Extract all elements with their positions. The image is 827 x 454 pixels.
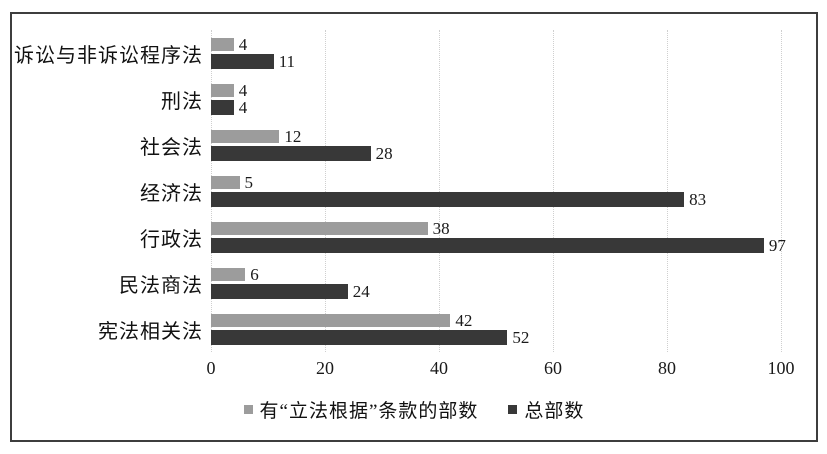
bar-value-label: 38 <box>432 219 450 238</box>
category-label: 宪法相关法 <box>98 320 203 343</box>
bar-value-label: 4 <box>238 81 248 100</box>
bar-secondary <box>211 238 764 253</box>
bar-secondary <box>211 284 348 299</box>
bar-value-label: 24 <box>352 282 370 301</box>
bar-line: 4 <box>211 82 781 99</box>
bar-line: 38 <box>211 220 781 237</box>
bar-value-label: 5 <box>244 173 254 192</box>
legend: 有“立法根据”条款的部数 总部数 <box>12 396 816 423</box>
legend-item: 有“立法根据”条款的部数 <box>243 396 479 423</box>
bar-primary <box>211 84 234 97</box>
x-tick-label: 0 <box>206 358 216 378</box>
bar-group: 4 11 <box>211 36 781 70</box>
bar-line: 24 <box>211 283 781 300</box>
bar-secondary <box>211 54 274 69</box>
legend-label: 总部数 <box>524 401 585 422</box>
x-tick-label: 60 <box>544 358 562 378</box>
category-row: 刑法 4 4 <box>12 76 816 122</box>
category-label: 民法商法 <box>119 274 203 297</box>
legend-marker <box>243 405 253 414</box>
bar-value-label: 4 <box>238 35 248 54</box>
bar-secondary <box>211 100 234 115</box>
bar-group: 38 97 <box>211 220 786 254</box>
bar-primary <box>211 268 246 281</box>
category-row: 诉讼与非诉讼程序法 4 11 <box>12 30 816 76</box>
x-tick-label: 80 <box>658 358 676 378</box>
bar-value-label: 83 <box>689 190 707 209</box>
bar-value-label: 11 <box>278 52 296 71</box>
category-row: 宪法相关法 42 52 <box>12 306 816 352</box>
bar-primary <box>211 222 428 235</box>
bar-secondary <box>211 192 685 207</box>
bar-value-label: 12 <box>284 127 302 146</box>
category-label: 诉讼与非诉讼程序法 <box>14 44 203 67</box>
category-row: 社会法 12 28 <box>12 122 816 168</box>
bar-line: 52 <box>211 329 781 346</box>
legend-marker <box>508 405 518 414</box>
bar-secondary <box>211 146 371 161</box>
bar-group: 6 24 <box>211 266 781 300</box>
x-axis: 0 20 40 60 80 100 <box>207 358 795 380</box>
bar-line: 97 <box>211 237 786 254</box>
category-row: 经济法 5 83 <box>12 168 816 214</box>
bar-primary <box>211 38 234 51</box>
bar-primary <box>211 314 451 327</box>
category-label: 行政法 <box>140 228 203 251</box>
bar-line: 4 <box>211 99 781 116</box>
bar-primary <box>211 130 280 143</box>
x-tick-label: 100 <box>767 358 795 378</box>
bar-line: 83 <box>211 191 781 208</box>
bar-line: 4 <box>211 36 781 53</box>
bar-line: 42 <box>211 312 781 329</box>
bar-value-label: 6 <box>250 265 259 284</box>
x-tick-label: 40 <box>430 358 448 378</box>
bar-line: 5 <box>211 174 781 191</box>
category-rows: 诉讼与非诉讼程序法 4 11 刑法 4 4 社会法 12 28 经济法 5 83 行政法 38 97 民法商法… <box>12 30 816 352</box>
bar-primary <box>211 176 240 189</box>
category-row: 行政法 38 97 <box>12 214 816 260</box>
category-label: 刑法 <box>161 90 203 113</box>
legend-label: 有“立法根据”条款的部数 <box>259 401 479 422</box>
bar-value-label: 52 <box>512 328 530 347</box>
bar-value-label: 4 <box>238 98 248 117</box>
bar-line: 12 <box>211 128 781 145</box>
bar-line: 28 <box>211 145 781 162</box>
bar-group: 5 83 <box>211 174 781 208</box>
bar-value-label: 42 <box>455 311 473 330</box>
category-label: 经济法 <box>140 182 203 205</box>
category-row: 民法商法 6 24 <box>12 260 816 306</box>
bar-value-label: 28 <box>375 144 393 163</box>
category-label: 社会法 <box>140 136 203 159</box>
x-tick-label: 20 <box>316 358 334 378</box>
legend-item: 总部数 <box>508 396 584 423</box>
bar-value-label: 97 <box>768 236 786 255</box>
bar-secondary <box>211 330 508 345</box>
chart-frame: 诉讼与非诉讼程序法 4 11 刑法 4 4 社会法 12 28 经济法 5 83 行政法 38 97 民法商法… <box>10 12 818 442</box>
bar-line: 11 <box>211 53 781 70</box>
bar-line: 6 <box>211 266 781 283</box>
bar-group: 42 52 <box>211 312 781 346</box>
bar-group: 12 28 <box>211 128 781 162</box>
